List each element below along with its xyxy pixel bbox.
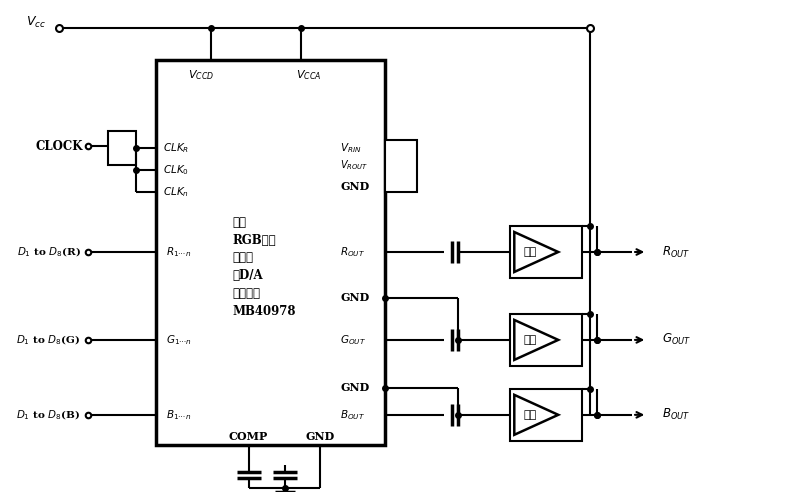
Text: RGB信号: RGB信号	[232, 234, 276, 246]
Text: $R_{1\cdots n}$: $R_{1\cdots n}$	[166, 245, 191, 259]
Text: MB40978: MB40978	[232, 306, 296, 318]
Text: 放大: 放大	[523, 246, 537, 257]
Text: $V_{CCA}$: $V_{CCA}$	[296, 68, 321, 82]
Text: $V_{ROUT}$: $V_{ROUT}$	[340, 158, 369, 172]
Bar	[108, 131, 136, 165]
Text: $D_1$ to $D_8$(R): $D_1$ to $D_8$(R)	[17, 245, 81, 259]
Text: 转换器）: 转换器）	[232, 287, 261, 301]
Text: GND: GND	[340, 292, 370, 304]
Text: $CLK_R$: $CLK_R$	[163, 141, 189, 155]
Text: 放大: 放大	[523, 409, 537, 420]
Text: $D_1$ to $D_8$(G): $D_1$ to $D_8$(G)	[17, 333, 81, 347]
Text: 数字: 数字	[232, 215, 247, 228]
Text: $CLK_0$: $CLK_0$	[163, 163, 189, 177]
Bar	[155, 60, 385, 445]
Text: $R_{OUT}$: $R_{OUT}$	[662, 245, 691, 260]
Text: $R_{OUT}$: $R_{OUT}$	[340, 245, 366, 259]
Text: GND: GND	[340, 181, 370, 191]
Text: $G_{OUT}$: $G_{OUT}$	[662, 333, 691, 347]
Bar	[385, 140, 417, 192]
Bar	[510, 314, 582, 366]
Text: $G_{1\cdots n}$: $G_{1\cdots n}$	[166, 333, 192, 347]
Text: $D_1$ to $D_8$(B): $D_1$ to $D_8$(B)	[17, 408, 81, 422]
Text: 处理器: 处理器	[232, 251, 254, 265]
Text: $B_{OUT}$: $B_{OUT}$	[662, 407, 690, 422]
Text: GND: GND	[306, 431, 335, 442]
Bar	[510, 226, 582, 278]
Text: $V_{RIN}$: $V_{RIN}$	[340, 141, 362, 155]
Text: GND: GND	[340, 382, 370, 393]
Text: $CLK_n$: $CLK_n$	[163, 185, 189, 199]
Text: $G_{OUT}$: $G_{OUT}$	[340, 333, 366, 347]
Text: COMP: COMP	[229, 431, 268, 442]
Text: $B_{OUT}$: $B_{OUT}$	[340, 408, 366, 422]
Text: （D/A: （D/A	[232, 270, 263, 282]
Text: 放大: 放大	[523, 335, 537, 345]
Text: $V_{cc}$: $V_{cc}$	[25, 15, 46, 30]
Text: $V_{CCD}$: $V_{CCD}$	[188, 68, 213, 82]
Bar	[510, 389, 582, 441]
Text: CLOCK: CLOCK	[35, 140, 82, 153]
Text: $B_{1\cdots n}$: $B_{1\cdots n}$	[166, 408, 191, 422]
